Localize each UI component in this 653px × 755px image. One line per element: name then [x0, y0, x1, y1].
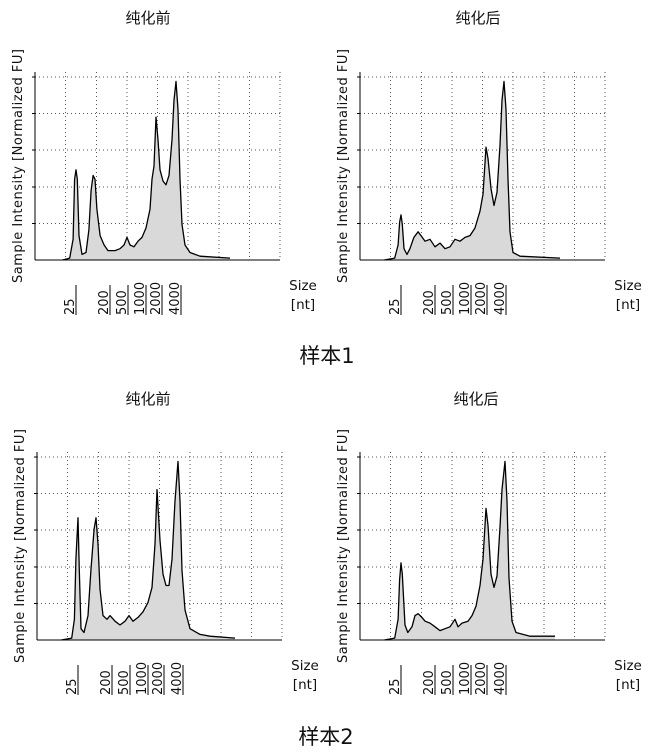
x-tick-label: 200 [422, 290, 437, 315]
x-tick-label: 4000 [170, 662, 185, 695]
x-tick-label: 1000 [458, 282, 473, 315]
trace-line [384, 460, 555, 641]
x-axis-unit: [nt] [616, 677, 640, 693]
x-tick-label: 25 [388, 298, 403, 315]
trace-line [62, 80, 231, 261]
x-tick-label: 2000 [151, 662, 166, 695]
trace-line [384, 80, 561, 261]
x-tick-label: 2000 [474, 662, 489, 695]
x-tick-label: 200 [99, 670, 114, 695]
x-tick-label: 25 [63, 298, 78, 315]
x-tick-label: 1000 [458, 662, 473, 695]
x-axis-unit: [nt] [291, 297, 315, 313]
x-tick-label: 4000 [493, 282, 508, 315]
x-tick-label: 4000 [168, 282, 183, 315]
x-tick-label: 500 [440, 670, 455, 695]
x-axis-label: Size [291, 658, 319, 674]
y-axis-label: Sample Intensity [Normalized FU] [336, 49, 351, 283]
x-tick-label: 2000 [474, 282, 489, 315]
x-tick-label: 500 [440, 290, 455, 315]
trace-area [62, 81, 230, 261]
x-tick-label: 4000 [493, 662, 508, 695]
x-axis-label: Size [289, 278, 317, 294]
x-tick-label: 500 [117, 670, 132, 695]
x-tick-label: 200 [97, 290, 112, 315]
sample-caption: 样本2 [298, 725, 354, 749]
sample-caption: 样本1 [299, 344, 355, 368]
plot-panel: Sample Intensity [Normalized FU] 25 200 500… [336, 49, 642, 315]
x-axis-unit: [nt] [616, 297, 640, 313]
trace-line [61, 460, 236, 641]
x-tick-label: 1000 [133, 282, 148, 315]
x-tick-label: 1000 [135, 662, 150, 695]
y-axis-label: Sample Intensity [Normalized FU] [13, 429, 28, 663]
y-axis-label: Sample Intensity [Normalized FU] [11, 49, 26, 283]
panel-title-after-purification: 纯化后 [453, 390, 499, 408]
x-tick-label: 25 [388, 678, 403, 695]
trace-area [384, 81, 560, 261]
y-axis-label: Sample Intensity [Normalized FU] [336, 429, 351, 663]
trace-area [61, 461, 235, 640]
x-axis-unit: [nt] [293, 677, 317, 693]
x-axis-label: Size [614, 278, 642, 294]
plot-panel: Sample Intensity [Normalized FU] 25 200 500… [13, 429, 319, 695]
plot-panel: Sample Intensity [Normalized FU] 25 200 500… [336, 429, 642, 695]
panel-title-before-purification: 纯化前 [125, 390, 171, 408]
x-axis-label: Size [614, 658, 642, 674]
x-tick-label: 200 [422, 670, 437, 695]
x-tick-label: 2000 [149, 282, 164, 315]
trace-area [384, 461, 555, 640]
x-tick-label: 500 [115, 290, 130, 315]
x-tick-label: 25 [65, 678, 80, 695]
panel-title-after-purification: 纯化后 [455, 9, 501, 27]
plot-panel: Sample Intensity [Normalized FU] 25 200 500… [11, 49, 317, 315]
panel-title-before-purification: 纯化前 [125, 9, 171, 27]
